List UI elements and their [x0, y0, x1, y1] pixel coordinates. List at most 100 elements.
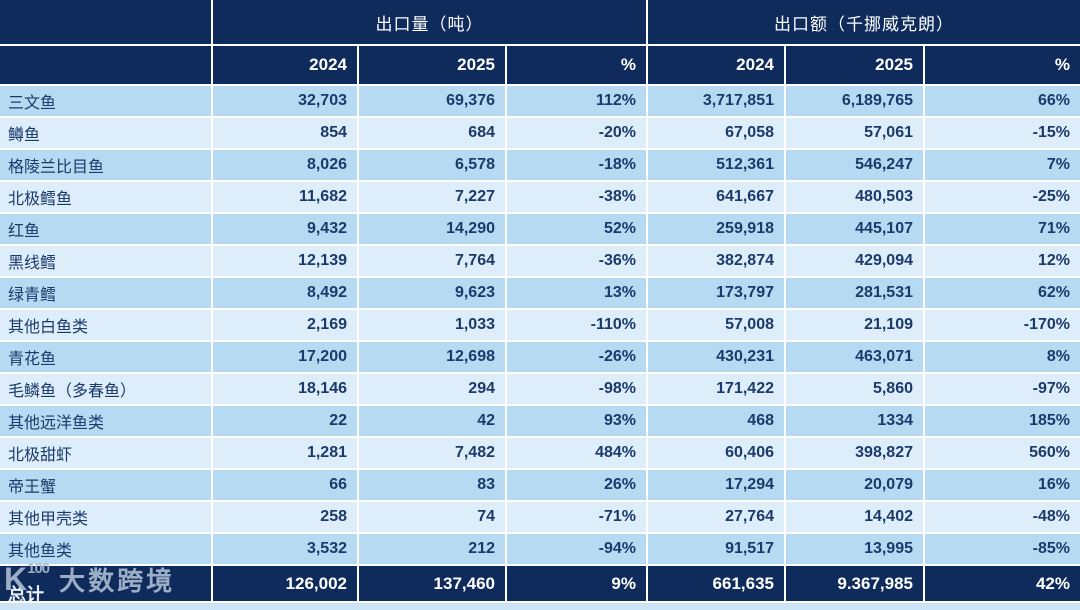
total-cell: 9% — [507, 566, 646, 601]
table-cell: 7,482 — [359, 438, 505, 468]
table-cell: 52% — [507, 214, 646, 244]
table-cell: 212 — [359, 534, 505, 564]
col-header-volume-pct: % — [507, 46, 646, 84]
table-cell: 185% — [925, 406, 1080, 436]
table-cell: 66% — [925, 86, 1080, 116]
table-cell: 112% — [507, 86, 646, 116]
table-cell: 6,189,765 — [786, 86, 923, 116]
table-row: 红鱼 9,432 14,290 52% 259,918 445,107 71% — [0, 214, 1080, 244]
table-cell: 12% — [925, 246, 1080, 276]
table-cell: 9,432 — [213, 214, 357, 244]
table-cell: 171,422 — [648, 374, 784, 404]
table-cell: 173,797 — [648, 278, 784, 308]
table-cell: 854 — [213, 118, 357, 148]
table-cell: 91,517 — [648, 534, 784, 564]
table-cell: -25% — [925, 182, 1080, 212]
row-label: 北极鳕鱼 — [0, 182, 211, 212]
table-cell: 560% — [925, 438, 1080, 468]
table-cell: -110% — [507, 310, 646, 340]
table-row: 青花鱼 17,200 12,698 -26% 430,231 463,071 8% — [0, 342, 1080, 372]
table-cell: 484% — [507, 438, 646, 468]
total-cell: 126,002 — [213, 566, 357, 601]
table-cell: 62% — [925, 278, 1080, 308]
table-row: 其他远洋鱼类 22 42 93% 468 1334 185% — [0, 406, 1080, 436]
table-cell: 7% — [925, 150, 1080, 180]
table-row: 鳟鱼 854 684 -20% 67,058 57,061 -15% — [0, 118, 1080, 148]
table-cell: 57,008 — [648, 310, 784, 340]
table-cell: 8,026 — [213, 150, 357, 180]
col-header-volume-2025: 2025 — [359, 46, 505, 84]
table-cell: 17,200 — [213, 342, 357, 372]
total-row: 总计 126,002 137,460 9% 661,635 9.367,985 … — [0, 566, 1080, 601]
corner-cell — [0, 46, 211, 84]
bottom-strip — [0, 603, 1080, 610]
table-cell: 27,764 — [648, 502, 784, 532]
table-cell: -15% — [925, 118, 1080, 148]
table-cell: 13,995 — [786, 534, 923, 564]
table-cell: 57,061 — [786, 118, 923, 148]
row-label: 北极甜虾 — [0, 438, 211, 468]
row-label: 帝王蟹 — [0, 470, 211, 500]
table-cell: 16% — [925, 470, 1080, 500]
row-label: 格陵兰比目鱼 — [0, 150, 211, 180]
table-cell: 8,492 — [213, 278, 357, 308]
col-header-volume-2024: 2024 — [213, 46, 357, 84]
table-row: 绿青鳕 8,492 9,623 13% 173,797 281,531 62% — [0, 278, 1080, 308]
table-cell: 74 — [359, 502, 505, 532]
group-header-volume: 出口量（吨） — [213, 0, 646, 44]
row-label: 三文鱼 — [0, 86, 211, 116]
table-cell: 546,247 — [786, 150, 923, 180]
table-cell: 9,623 — [359, 278, 505, 308]
group-header-value: 出口额（千挪威克朗） — [648, 0, 1080, 44]
total-label: 总计 — [8, 585, 44, 601]
table-cell: 445,107 — [786, 214, 923, 244]
table-row: 其他鱼类 3,532 212 -94% 91,517 13,995 -85% — [0, 534, 1080, 564]
table-cell: 480,503 — [786, 182, 923, 212]
table-cell: -18% — [507, 150, 646, 180]
table-cell: 42 — [359, 406, 505, 436]
table-cell: -71% — [507, 502, 646, 532]
table-row: 格陵兰比目鱼 8,026 6,578 -18% 512,361 546,247 7% — [0, 150, 1080, 180]
row-label: 其他鱼类 — [0, 534, 211, 564]
table-row: 三文鱼 32,703 69,376 112% 3,717,851 6,189,765 66% — [0, 86, 1080, 116]
table-cell: 7,227 — [359, 182, 505, 212]
total-cell: 9.367,985 — [786, 566, 923, 601]
table-cell: -48% — [925, 502, 1080, 532]
table-cell: 430,231 — [648, 342, 784, 372]
table-cell: 14,402 — [786, 502, 923, 532]
table-cell: -36% — [507, 246, 646, 276]
row-label: 其他远洋鱼类 — [0, 406, 211, 436]
table-cell: 69,376 — [359, 86, 505, 116]
table-cell: 14,290 — [359, 214, 505, 244]
table-row: 黑线鳕 12,139 7,764 -36% 382,874 429,094 12% — [0, 246, 1080, 276]
row-label: 绿青鳕 — [0, 278, 211, 308]
total-cell: 137,460 — [359, 566, 505, 601]
table-cell: 3,532 — [213, 534, 357, 564]
table-cell: -170% — [925, 310, 1080, 340]
table-body: 三文鱼 32,703 69,376 112% 3,717,851 6,189,765 66%… — [0, 86, 1080, 564]
table-cell: 6,578 — [359, 150, 505, 180]
table-cell: 429,094 — [786, 246, 923, 276]
row-label: 青花鱼 — [0, 342, 211, 372]
total-cell: 661,635 — [648, 566, 784, 601]
row-label: 鳟鱼 — [0, 118, 211, 148]
table-cell: 5,860 — [786, 374, 923, 404]
table-cell: 32,703 — [213, 86, 357, 116]
group-header-row: 出口量（吨） 出口额（千挪威克朗） — [0, 0, 1080, 44]
table-row: 其他甲壳类 258 74 -71% 27,764 14,402 -48% — [0, 502, 1080, 532]
year-header-row: 2024 2025 % 2024 2025 % — [0, 46, 1080, 84]
table-cell: -94% — [507, 534, 646, 564]
table-cell: 258 — [213, 502, 357, 532]
table-row: 北极甜虾 1,281 7,482 484% 60,406 398,827 560% — [0, 438, 1080, 468]
table-cell: -38% — [507, 182, 646, 212]
corner-spacer — [0, 0, 211, 44]
table-cell: 83 — [359, 470, 505, 500]
col-header-value-2024: 2024 — [648, 46, 784, 84]
table-cell: 11,682 — [213, 182, 357, 212]
table-cell: 21,109 — [786, 310, 923, 340]
table-cell: 22 — [213, 406, 357, 436]
col-header-value-2025: 2025 — [786, 46, 923, 84]
table-row: 其他白鱼类 2,169 1,033 -110% 57,008 21,109 -170% — [0, 310, 1080, 340]
table-cell: 2,169 — [213, 310, 357, 340]
